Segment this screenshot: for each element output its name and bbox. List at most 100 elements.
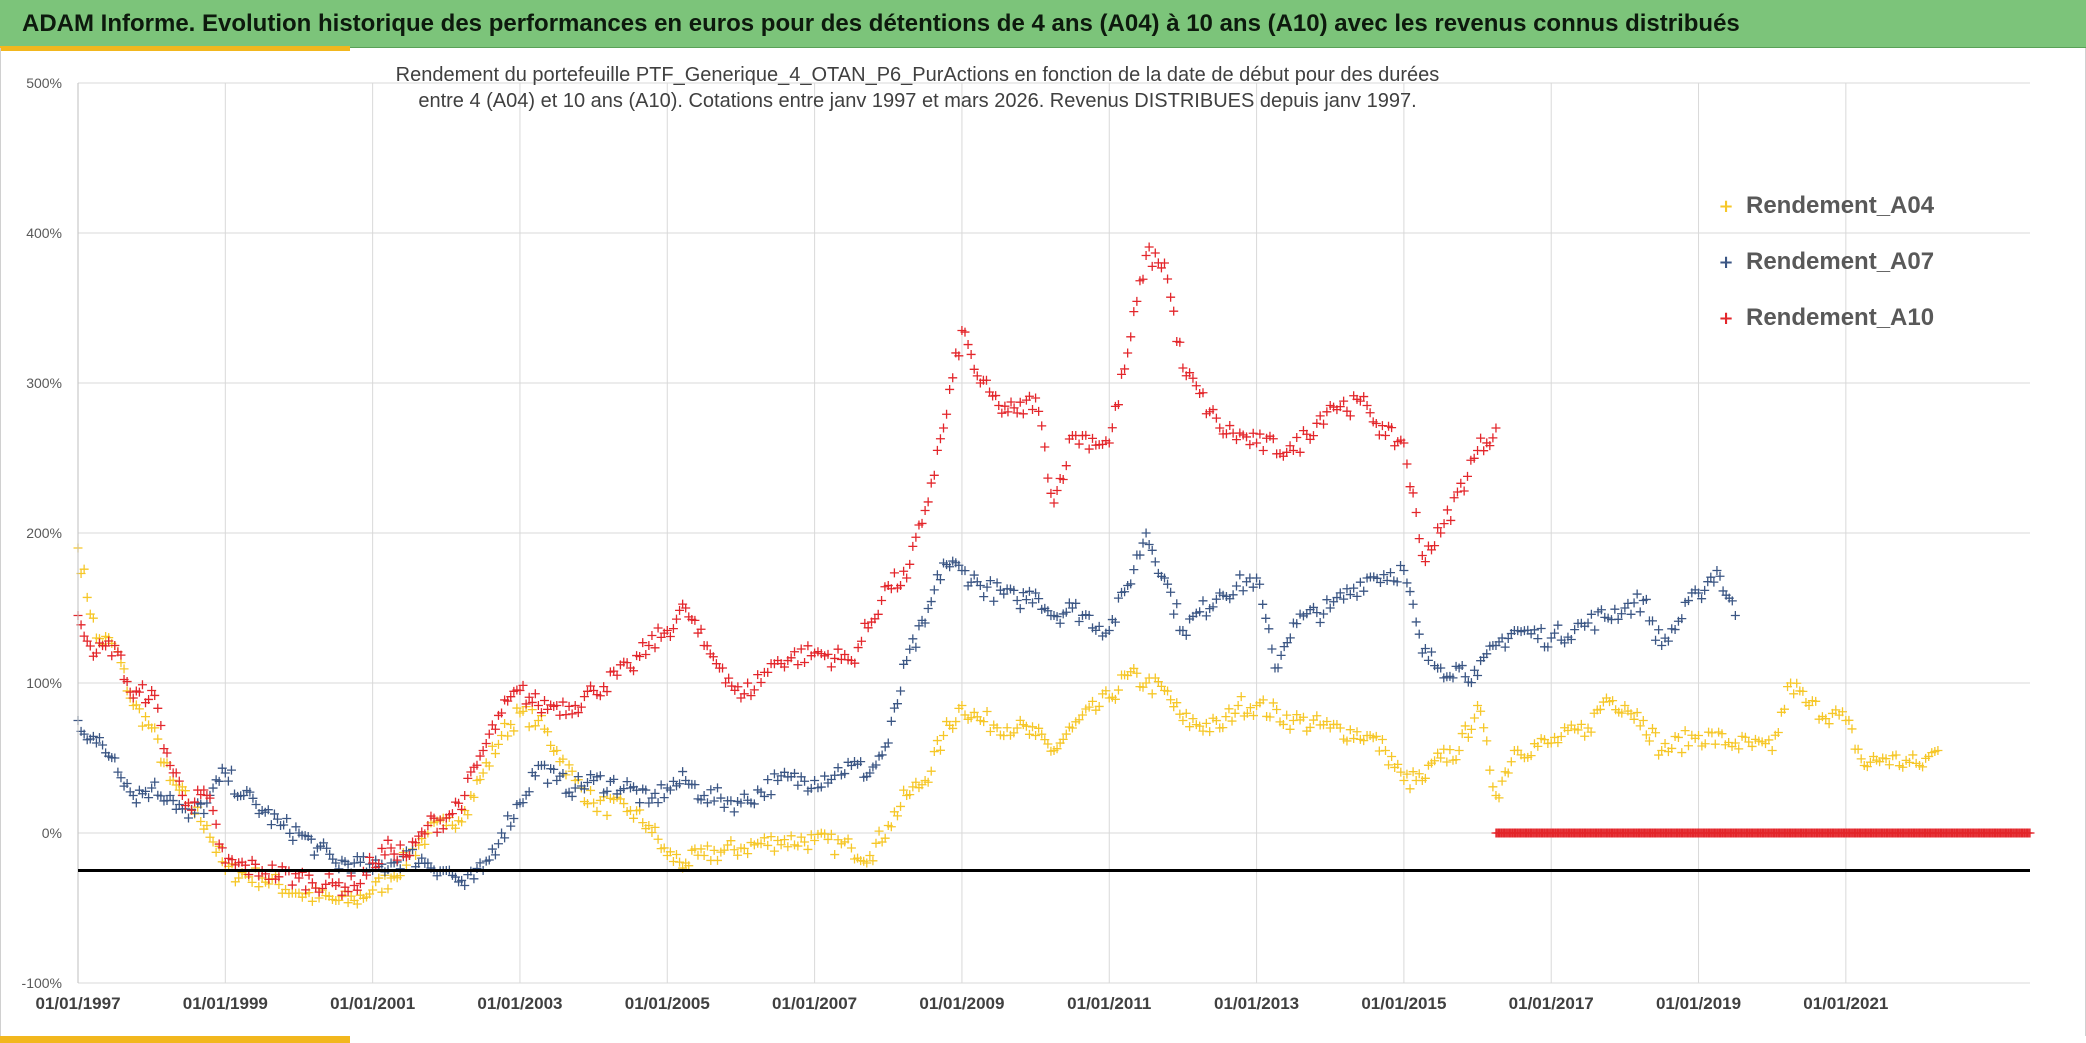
rendement-a10-point: [227, 855, 237, 865]
rendement-a04-point: [1595, 704, 1605, 714]
rendement-a07-point: [1533, 634, 1543, 644]
rendement-a04-point: [1298, 712, 1308, 722]
rendement-a04-point: [1265, 712, 1275, 722]
chart-title-line-1: Rendement du portefeuille PTF_Generique_…: [395, 64, 1440, 86]
rendement-a10-point: [1049, 498, 1059, 508]
rendement-a07-point: [1335, 588, 1345, 598]
rendement-a04-point: [862, 858, 872, 868]
rendement-a07-point: [1352, 591, 1362, 601]
rendement-a07-point: [1248, 582, 1258, 592]
rendement-a10-point: [1012, 408, 1022, 418]
rendement-a07-point: [886, 716, 896, 726]
rendement-a10-point: [1288, 446, 1298, 455]
rendement-a07-point: [1332, 593, 1342, 603]
rendement-a07-point: [880, 742, 890, 752]
rendement-a07-point: [1405, 587, 1415, 597]
rendement-a10-point: [1101, 436, 1111, 446]
rendement-a04-point: [1918, 762, 1928, 772]
rendement-a04-point: [726, 836, 736, 846]
rendement-a07-point: [1629, 598, 1639, 608]
rendement-a04-point: [1172, 698, 1182, 708]
rendement-a10-point: [823, 649, 833, 659]
rendement-a10-point: [803, 641, 813, 651]
rendement-a10-point: [595, 691, 605, 701]
rendement-a07-point: [806, 783, 816, 793]
rendement-a04-point: [769, 846, 779, 856]
rendement-a10-point: [1315, 411, 1325, 421]
rendement-a07-point: [1536, 623, 1546, 633]
rendement-a10-point: [1371, 418, 1381, 428]
rendement-a10-point: [668, 624, 678, 634]
rendement-a10-point: [1113, 400, 1123, 410]
rendement-a10-point: [1433, 523, 1443, 533]
rendement-a07-point: [487, 844, 497, 854]
rendement-a07-point: [1570, 625, 1580, 635]
rendement-a10-point: [1037, 421, 1047, 431]
rendement-a04-point: [1654, 750, 1664, 760]
rendement-a04-point: [484, 761, 494, 771]
rendement-a07-point: [165, 791, 175, 800]
rendement-a10-point: [743, 678, 753, 688]
rendement-a10-point: [1312, 418, 1322, 428]
rendement-a10-point: [1456, 478, 1466, 488]
rendement-a07-point: [1457, 661, 1467, 671]
rendement-a10-point: [254, 871, 264, 881]
rendement-a07-point: [518, 798, 528, 808]
rendement-a04-point: [274, 880, 284, 890]
rendement-a04-point: [739, 843, 749, 853]
rendement-a10-point: [153, 703, 163, 713]
rendement-a07-point: [1506, 629, 1516, 639]
rendement-a04-point: [826, 829, 836, 839]
rendement-a10-point: [1107, 423, 1117, 433]
rendement-a07-point: [91, 738, 101, 748]
rendement-a10-point: [530, 689, 540, 699]
rendement-a07-point: [1258, 599, 1268, 609]
rendement-a07-point: [1138, 538, 1148, 548]
rendement-a04-point: [1503, 768, 1513, 778]
rendement-a04-point: [702, 841, 712, 851]
rendement-a07-point: [989, 596, 999, 606]
rendement-a07-point: [1560, 638, 1570, 648]
rendement-a04-point: [1660, 739, 1670, 749]
rendement-a10-point: [307, 878, 317, 888]
rendement-a10-point: [671, 614, 681, 624]
rendement-a10-point: [524, 692, 534, 702]
rendement-a07-point: [549, 764, 559, 774]
rendement-a07-point: [1169, 609, 1179, 619]
rendement-a07-point: [306, 834, 316, 844]
rendement-a07-point: [469, 874, 479, 884]
rendement-a10-point: [240, 860, 250, 870]
rendement-a10-point: [165, 761, 175, 770]
rendement-a07-point: [567, 791, 577, 801]
rendement-a04-point: [1374, 746, 1384, 756]
rendement-a10-point: [125, 687, 135, 697]
rendement-a04-point: [684, 861, 694, 871]
rendement-a07-point: [622, 777, 632, 787]
rendement-a04-point: [939, 731, 949, 740]
rendement-a10-point: [475, 751, 485, 761]
rendement-a04-point: [478, 768, 488, 778]
rendement-a10-point: [567, 709, 577, 719]
rendement-a04-point: [1034, 723, 1044, 733]
rendement-a10-point: [886, 584, 896, 594]
rendement-a07-point: [282, 814, 292, 824]
rendement-a04-point: [196, 817, 206, 827]
rendement-a10-point: [478, 746, 488, 755]
rendement-a10-point: [1322, 407, 1332, 417]
rendement-a07-point: [131, 798, 141, 808]
chart-title-line-2: entre 4 (A04) et 10 ans (A10). Cotations…: [418, 90, 1417, 112]
x-tick-label: 01/01/2003: [477, 994, 562, 1013]
rendement-a04-point: [383, 884, 393, 894]
rendement-a07-point: [1657, 641, 1667, 650]
chart-title: Rendement du portefeuille PTF_Generique_…: [380, 62, 1455, 114]
rendement-a10-point: [1208, 405, 1218, 415]
rendement-a04-point: [1457, 729, 1467, 739]
rendement-a07-point: [982, 582, 992, 592]
rendement-a07-point: [279, 820, 289, 830]
rendement-a07-point: [1175, 625, 1185, 635]
rendement-a07-point: [1110, 617, 1120, 627]
rendement-a07-point: [248, 793, 258, 803]
x-tick-label: 01/01/2019: [1656, 994, 1741, 1013]
legend-label-a10: Rendement_A10: [1746, 304, 1935, 331]
rendement-a10-point: [1402, 459, 1412, 469]
